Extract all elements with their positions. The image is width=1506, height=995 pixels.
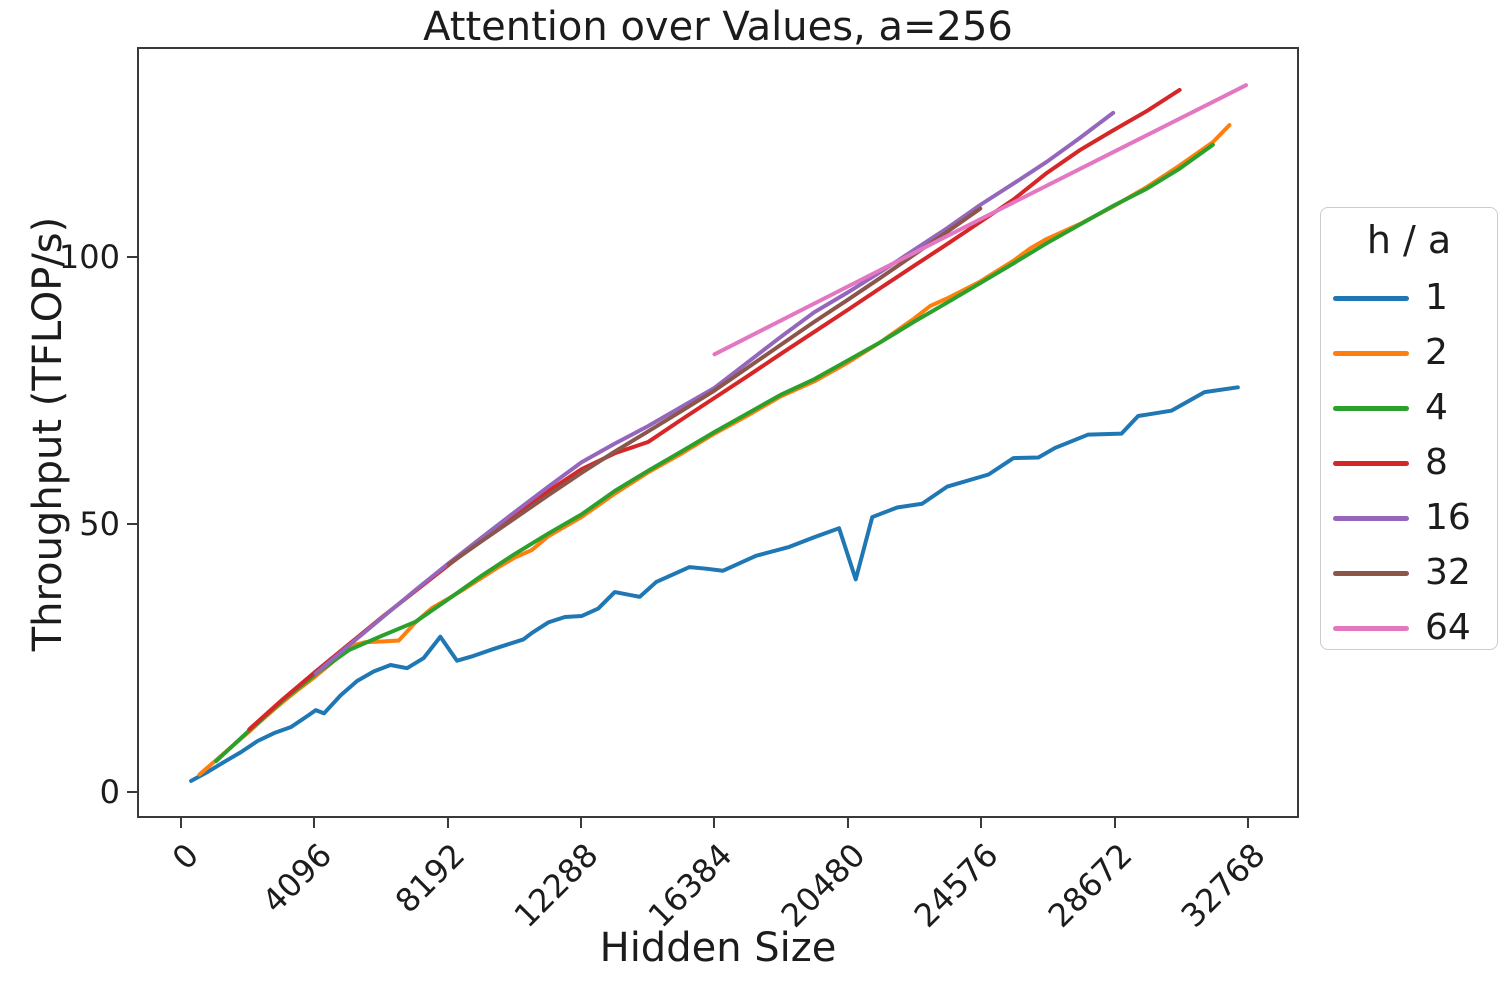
- legend-label: 2: [1425, 332, 1448, 373]
- x-tick-label: 32768: [1173, 835, 1273, 935]
- legend-entry-1: 1: [1321, 276, 1497, 320]
- x-tick-mark: [713, 818, 716, 828]
- x-tick-label: 0: [164, 835, 206, 878]
- legend: h / a 1 2 4 8 16 32 64: [1320, 207, 1498, 650]
- y-tick-mark: [127, 256, 137, 259]
- y-tick-label: 0: [99, 772, 120, 811]
- legend-swatch-icon: [1333, 626, 1409, 631]
- x-tick-mark: [980, 818, 983, 828]
- legend-label: 8: [1425, 442, 1448, 483]
- x-tick-mark: [846, 818, 849, 828]
- legend-label: 4: [1425, 387, 1448, 428]
- legend-entry-8: 8: [1321, 441, 1497, 485]
- legend-swatch-icon: [1333, 461, 1409, 466]
- legend-swatch-icon: [1333, 406, 1409, 411]
- legend-entry-64: 64: [1321, 606, 1497, 650]
- legend-swatch-icon: [1333, 296, 1409, 301]
- legend-entry-4: 4: [1321, 386, 1497, 430]
- chart-canvas: [189, 83, 1249, 783]
- y-axis-label: Throughput (TFLOP/s): [25, 216, 71, 652]
- legend-label: 32: [1425, 552, 1471, 593]
- x-tick-label: 28672: [1040, 835, 1140, 935]
- legend-swatch-icon: [1333, 571, 1409, 576]
- legend-label: 64: [1425, 607, 1471, 648]
- legend-swatch-icon: [1333, 516, 1409, 521]
- legend-title: h / a: [1366, 218, 1452, 262]
- series-line-64: [712, 83, 1249, 357]
- x-tick-label: 24576: [907, 835, 1006, 935]
- x-tick-mark: [1246, 818, 1249, 828]
- series-line-2: [197, 123, 1232, 777]
- x-tick-mark: [580, 818, 583, 828]
- y-tick-label: 50: [79, 505, 120, 544]
- x-tick-mark: [179, 818, 182, 828]
- plot-area: [137, 47, 1299, 818]
- x-axis-label: Hidden Size: [599, 925, 837, 971]
- legend-entry-16: 16: [1321, 496, 1497, 540]
- y-tick-mark: [127, 523, 137, 526]
- x-tick-label: 16384: [640, 835, 740, 935]
- x-tick-mark: [1113, 818, 1116, 828]
- legend-entry-32: 32: [1321, 551, 1497, 595]
- x-tick-label: 20480: [773, 835, 873, 935]
- x-tick-mark: [313, 818, 316, 828]
- series-line-4: [214, 142, 1215, 764]
- y-tick-label: 100: [58, 238, 120, 277]
- legend-swatch-icon: [1333, 351, 1409, 356]
- series-line-16: [313, 110, 1116, 676]
- legend-label: 16: [1425, 497, 1471, 538]
- legend-label: 1: [1425, 277, 1448, 318]
- x-tick-label: 12288: [506, 835, 606, 935]
- series-line-1: [189, 385, 1240, 783]
- chart-title: Attention over Values, a=256: [423, 4, 1013, 50]
- x-tick-label: 4096: [254, 835, 340, 921]
- x-tick-label: 8192: [388, 835, 473, 921]
- series-line-32: [446, 206, 983, 567]
- x-tick-mark: [446, 818, 449, 828]
- legend-entry-2: 2: [1321, 331, 1497, 375]
- y-tick-mark: [127, 790, 137, 793]
